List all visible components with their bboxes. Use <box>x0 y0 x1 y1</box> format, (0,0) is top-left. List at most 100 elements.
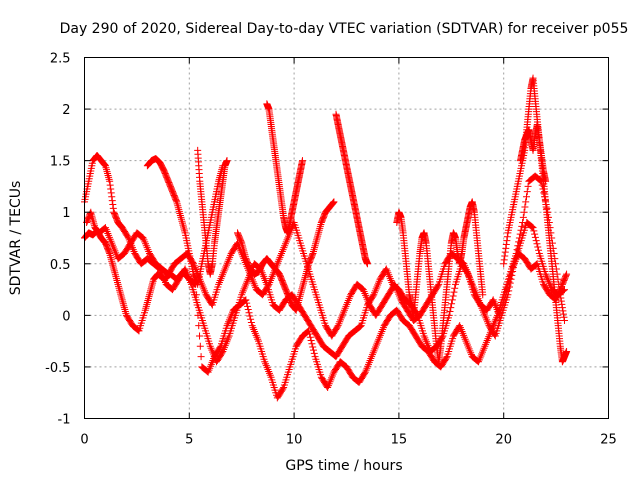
data-point <box>108 259 116 267</box>
y-axis-ticks: -1 -0.5 0 0.5 1 1.5 2 2.5 <box>45 52 609 428</box>
data-point <box>314 232 322 240</box>
x-tick-label: 10 <box>286 433 303 448</box>
data-point <box>531 230 539 238</box>
data-point <box>105 248 113 256</box>
data-point <box>180 225 188 233</box>
data-point <box>434 282 442 290</box>
data-point <box>196 342 204 350</box>
data-point <box>175 208 183 216</box>
data-point <box>558 300 566 308</box>
data-point <box>442 354 450 362</box>
data-point <box>542 177 550 185</box>
x-axis-ticks: 0 5 10 15 20 25 <box>80 57 617 448</box>
data-point <box>310 349 318 357</box>
data-point <box>311 242 319 250</box>
data-point <box>109 263 117 271</box>
data-point <box>174 202 182 210</box>
data-point <box>519 213 527 221</box>
data-point <box>559 287 567 295</box>
data-point <box>306 333 314 341</box>
data-point <box>246 312 254 320</box>
chart-title: Day 290 of 2020, Sidereal Day-to-day VTE… <box>60 21 629 37</box>
data-point <box>119 300 127 308</box>
data-point <box>560 317 568 325</box>
data-point <box>297 289 305 297</box>
data-point <box>301 275 309 283</box>
data-point <box>108 197 116 205</box>
y-tick-label: -0.5 <box>45 361 70 376</box>
data-point <box>116 286 124 294</box>
data-point <box>363 260 371 268</box>
data-point <box>243 299 251 307</box>
data-point <box>115 282 123 290</box>
data-point <box>540 189 548 197</box>
data-point <box>104 170 112 178</box>
data-point <box>329 199 337 207</box>
data-point <box>312 238 320 246</box>
data-point <box>118 296 126 304</box>
data-point <box>500 260 508 268</box>
data-point <box>121 307 129 315</box>
data-point <box>120 302 128 310</box>
x-tick-label: 25 <box>600 433 617 448</box>
data-point <box>148 283 156 291</box>
data-point <box>208 300 216 308</box>
data-point <box>451 284 459 292</box>
data-point <box>315 226 323 234</box>
data-point <box>509 268 517 276</box>
data-point <box>300 277 308 285</box>
data-point <box>115 284 123 292</box>
data-point <box>356 323 364 331</box>
data-point <box>560 286 568 294</box>
data-point <box>520 208 528 216</box>
data-point <box>521 203 529 211</box>
data-point <box>503 237 511 245</box>
data-point <box>178 219 186 227</box>
y-tick-label: 1.5 <box>50 155 71 170</box>
data-point <box>503 233 511 241</box>
data-point <box>502 244 510 252</box>
data-point <box>448 296 456 304</box>
data-point <box>313 236 321 244</box>
data-point <box>479 291 487 299</box>
data-point <box>111 269 119 277</box>
data-point <box>501 252 509 260</box>
data-point <box>264 282 272 290</box>
data-point <box>300 279 308 287</box>
data-point <box>560 286 568 294</box>
data-point <box>181 227 189 235</box>
data-point <box>109 204 117 212</box>
data-point <box>329 199 337 207</box>
x-tick-label: 20 <box>495 433 512 448</box>
y-tick-label: 1 <box>62 206 70 221</box>
data-point <box>120 304 128 312</box>
data-point <box>180 223 188 231</box>
data-point <box>558 304 566 312</box>
data-point <box>116 288 124 296</box>
data-point <box>313 234 321 242</box>
y-tick-label: 2.5 <box>50 52 71 67</box>
data-point <box>107 185 115 193</box>
data-point <box>560 313 568 321</box>
data-point <box>491 331 499 339</box>
data-point <box>223 157 231 165</box>
data-point <box>179 221 187 229</box>
data-point <box>501 248 509 256</box>
data-point <box>522 193 530 201</box>
data-point <box>197 353 205 361</box>
data-point <box>177 215 185 223</box>
y-tick-label: 2 <box>62 103 70 118</box>
data-point <box>147 285 155 293</box>
data-point <box>518 222 526 230</box>
y-tick-label: 0 <box>62 309 70 324</box>
data-point <box>533 240 541 248</box>
data-point <box>142 304 150 312</box>
data-point <box>174 204 182 212</box>
data-point <box>107 255 115 263</box>
data-point <box>562 271 570 279</box>
data-point <box>298 283 306 291</box>
data-point <box>178 217 186 225</box>
data-point <box>563 270 571 278</box>
data-point <box>146 289 154 297</box>
data-point <box>508 271 516 279</box>
